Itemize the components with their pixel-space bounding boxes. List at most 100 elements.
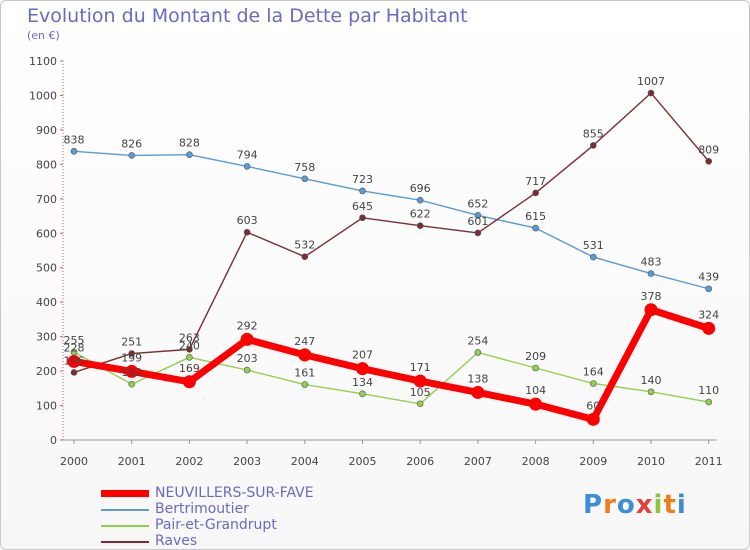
x-tick-label: 2003 — [233, 455, 261, 468]
data-label-pair-et-grandrupt: 162 — [121, 366, 142, 379]
legend-label: NEUVILLERS-SUR-FAVE — [155, 485, 314, 501]
y-tick-label: 500 — [36, 262, 57, 275]
x-tick-label: 2011 — [695, 455, 723, 468]
data-label-bertrimoutier: 483 — [641, 256, 662, 269]
data-label-neuvillers-sur-fave: 60 — [586, 399, 600, 412]
y-tick-label: 400 — [36, 296, 57, 309]
data-point-pair-et-grandrupt — [243, 366, 251, 374]
legend-label: Pair-et-Grandrupt — [155, 517, 277, 533]
data-label-pair-et-grandrupt: 164 — [583, 365, 604, 378]
data-point-raves — [301, 253, 309, 261]
legend-swatch — [101, 509, 149, 511]
data-label-neuvillers-sur-fave: 138 — [467, 372, 488, 385]
logo-letter: i — [653, 490, 664, 520]
data-label-pair-et-grandrupt: 209 — [525, 350, 546, 363]
x-tick-label: 2010 — [637, 455, 665, 468]
data-point-raves — [70, 369, 78, 376]
data-point-neuvillers-sur-fave — [471, 385, 485, 399]
data-label-neuvillers-sur-fave: 171 — [410, 361, 431, 374]
x-tick-label: 2004 — [291, 455, 319, 468]
data-label-raves: 855 — [583, 127, 604, 140]
y-tick-label: 700 — [36, 193, 57, 206]
data-label-pair-et-grandrupt: 140 — [641, 374, 662, 387]
data-point-neuvillers-sur-fave — [67, 354, 81, 368]
legend-item: NEUVILLERS-SUR-FAVE — [101, 485, 401, 501]
data-label-bertrimoutier: 615 — [525, 210, 546, 223]
data-point-bertrimoutier — [359, 187, 366, 195]
data-point-raves — [705, 157, 713, 165]
data-point-bertrimoutier — [128, 152, 135, 159]
data-label-raves: 263 — [179, 331, 200, 344]
data-label-bertrimoutier: 758 — [294, 161, 315, 174]
data-point-bertrimoutier — [301, 175, 309, 183]
chart-title: Evolution du Montant de la Dette par Hab… — [27, 5, 468, 27]
data-label-raves: 603 — [237, 214, 258, 227]
y-tick-label: 100 — [36, 400, 57, 413]
data-point-bertrimoutier — [589, 253, 597, 261]
data-label-raves: 1007 — [637, 75, 665, 88]
data-label-pair-et-grandrupt: 203 — [237, 352, 258, 365]
data-point-pair-et-grandrupt — [301, 381, 309, 388]
data-label-bertrimoutier: 531 — [583, 239, 604, 252]
y-tick-label: 800 — [36, 158, 57, 171]
data-label-neuvillers-sur-fave: 247 — [294, 335, 315, 348]
data-label-raves: 601 — [467, 215, 488, 228]
data-point-raves — [186, 346, 193, 353]
data-point-bertrimoutier — [705, 285, 713, 293]
x-tick-label: 2002 — [175, 455, 203, 468]
y-tick-label: 200 — [36, 365, 57, 378]
data-label-pair-et-grandrupt: 110 — [698, 384, 719, 397]
logo-letter: i — [676, 490, 687, 520]
data-point-pair-et-grandrupt — [359, 390, 366, 398]
y-tick-label: 600 — [36, 227, 57, 240]
data-point-pair-et-grandrupt — [705, 398, 713, 406]
y-tick-label: 300 — [36, 331, 57, 344]
data-point-raves — [647, 89, 655, 97]
data-point-pair-et-grandrupt — [416, 400, 424, 408]
data-point-neuvillers-sur-fave — [702, 321, 716, 335]
x-tick-label: 2005 — [349, 455, 377, 468]
data-point-pair-et-grandrupt — [532, 364, 539, 372]
logo-letter: o — [616, 490, 636, 520]
logo-letter: r — [603, 490, 617, 520]
y-tick-label: 1000 — [29, 89, 57, 102]
data-point-bertrimoutier — [647, 270, 655, 277]
data-label-neuvillers-sur-fave: 292 — [237, 319, 258, 332]
data-point-bertrimoutier — [474, 212, 482, 219]
x-tick-label: 2000 — [60, 455, 88, 468]
chart-unit: (en €) — [27, 29, 60, 42]
data-point-neuvillers-sur-fave — [413, 374, 427, 388]
legend-swatch — [101, 490, 149, 497]
data-label-pair-et-grandrupt: 240 — [179, 339, 200, 352]
data-label-raves: 251 — [121, 336, 142, 349]
data-label-raves: 809 — [698, 143, 719, 156]
data-label-raves: 645 — [352, 200, 373, 213]
data-label-raves: 532 — [294, 239, 315, 252]
data-label-pair-et-grandrupt: 134 — [352, 376, 373, 389]
data-label-neuvillers-sur-fave: 199 — [121, 351, 142, 364]
chart-legend: NEUVILLERS-SUR-FAVE Bertrimoutier Pair-et-… — [101, 485, 401, 549]
data-label-bertrimoutier: 826 — [121, 137, 142, 150]
data-label-neuvillers-sur-fave: 169 — [179, 362, 200, 375]
legend-item: Bertrimoutier — [101, 501, 401, 517]
series-line-neuvillers-sur-fave — [70, 306, 713, 423]
data-point-pair-et-grandrupt — [128, 380, 135, 388]
data-label-bertrimoutier: 652 — [467, 197, 488, 210]
legend-label: Raves — [155, 533, 198, 549]
legend-swatch — [101, 525, 149, 527]
data-point-neuvillers-sur-fave — [356, 362, 369, 376]
legend-label: Bertrimoutier — [155, 501, 249, 517]
data-label-pair-et-grandrupt: 255 — [64, 334, 85, 347]
data-point-neuvillers-sur-fave — [644, 303, 658, 317]
chart-data-labels: 228 199 169 292 247 207 171 138 104 60 378 324 838 82… — [64, 75, 720, 412]
x-tick-label: 2006 — [406, 455, 434, 468]
data-label-bertrimoutier: 696 — [410, 182, 431, 195]
data-label-neuvillers-sur-fave: 378 — [641, 290, 662, 303]
data-point-raves — [416, 222, 424, 229]
data-point-bertrimoutier — [243, 163, 251, 170]
data-label-raves: 717 — [525, 175, 546, 188]
data-point-bertrimoutier — [416, 196, 424, 204]
data-point-raves — [589, 142, 597, 149]
